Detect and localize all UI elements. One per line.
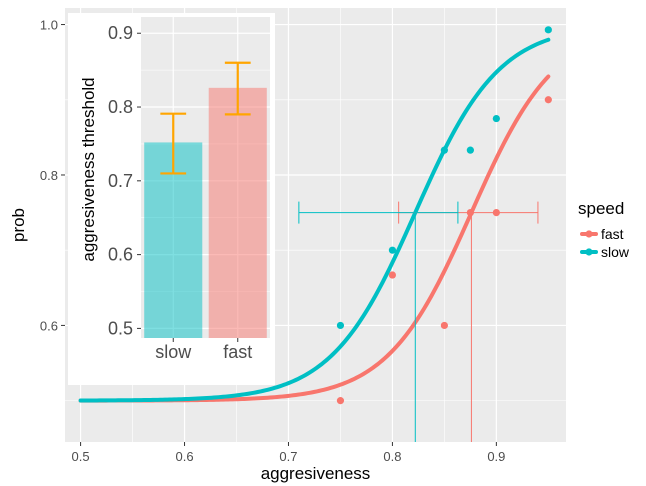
x-tick-label: 0.8	[383, 449, 401, 464]
y-axis-title: prob	[9, 208, 28, 242]
data-point-fast	[466, 208, 474, 217]
y-tick-label: 0.6	[40, 318, 58, 333]
legend-title: speed	[578, 199, 624, 218]
bar-fast	[208, 87, 267, 339]
inset-y-tick-label: 0.7	[108, 171, 133, 191]
inset-bar-chart: slow fast 0.5 0.6 0.7 0.8 0.9 aggresiveness thr…	[68, 13, 275, 385]
inset-y-tick-label: 0.8	[108, 97, 133, 117]
data-point-slow	[466, 146, 474, 154]
x-tick-label: 0.9	[487, 449, 505, 464]
legend-key-point-fast	[585, 230, 593, 238]
fit-curve-slow	[78, 37, 551, 403]
inset-y-tick-label: 0.6	[108, 245, 133, 265]
x-tick-label: 0.7	[279, 449, 297, 464]
legend: speed fast slow	[578, 199, 630, 260]
main-plot-axes: 0.5 0.6 0.7 0.8 0.9 0.6 0.8 1.0 aggresiveness pro…	[9, 18, 505, 483]
legend-key-point-slow	[585, 248, 593, 256]
legend-label-fast: fast	[601, 226, 624, 242]
y-tick-label: 1.0	[40, 18, 58, 33]
y-tick-label: 0.8	[40, 168, 58, 183]
data-point-fast	[336, 397, 345, 405]
main-plot-content	[78, 26, 552, 442]
data-point-slow	[336, 321, 345, 330]
inset-y-tick-label: 0.9	[108, 23, 133, 43]
inset-x-tick-label: fast	[223, 342, 252, 362]
data-point-slow	[492, 114, 500, 123]
x-tick-label: 0.5	[72, 449, 90, 464]
data-point-fast	[388, 271, 397, 279]
x-tick-label: 0.6	[175, 449, 193, 464]
data-point-slow	[440, 146, 448, 154]
data-point-fast	[544, 96, 552, 104]
x-axis-title: aggresiveness	[261, 464, 371, 483]
bar-slow	[144, 142, 203, 338]
legend-label-slow: slow	[601, 244, 630, 260]
inset-y-tick-label: 0.5	[108, 318, 133, 338]
data-point-slow	[544, 26, 552, 34]
inset-x-tick-label: slow	[155, 342, 192, 362]
data-point-fast	[492, 208, 500, 217]
inset-y-axis-title: aggresiveness threshold	[79, 77, 98, 261]
data-point-fast	[440, 321, 448, 330]
data-point-slow	[388, 246, 397, 254]
